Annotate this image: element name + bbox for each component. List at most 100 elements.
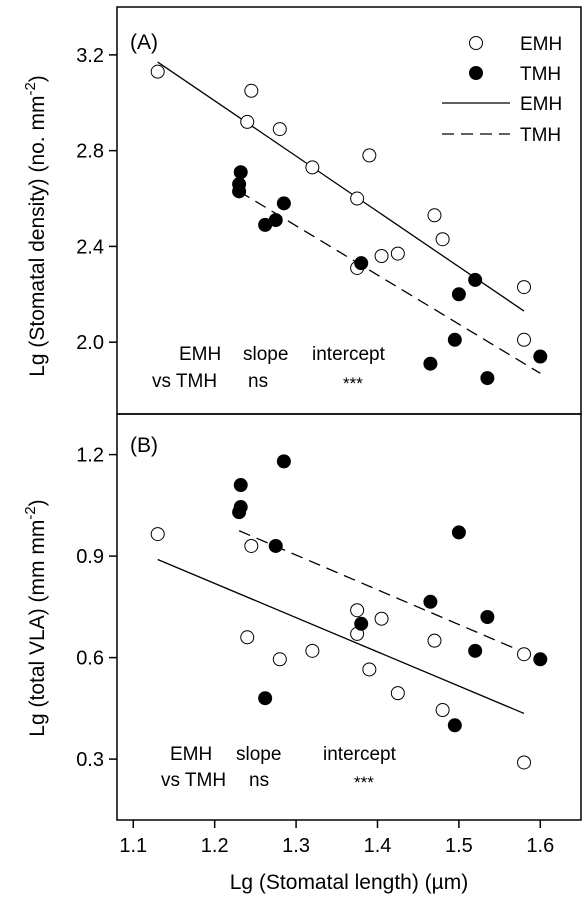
panel-a-label: (A) — [130, 31, 158, 54]
panel-b-emh-point — [374, 611, 389, 626]
legend-emh-line-label: EMH — [520, 94, 562, 115]
x-tick-label: 1.6 — [526, 835, 554, 857]
panel-a-tmh-point — [276, 196, 291, 211]
panel-b-ylabel-main: Lg (total VLA) (mm mm — [26, 520, 49, 737]
panel-b-emh-point — [305, 643, 320, 658]
panel-b-tmh-point — [423, 594, 438, 609]
panel-b-annot-slope-value: ns — [249, 770, 269, 791]
panel-a-y-ticks: 2.0 2.4 2.8 3.2 — [76, 45, 117, 354]
x-tick-label: 1.2 — [201, 835, 229, 857]
panel-b-annot-vs: vs TMH — [161, 770, 226, 791]
panel-b-frame — [116, 413, 582, 821]
panel-b: (B) Lg (total VLA) (mm mm-2) 0.3 0.6 0.9 1.… — [22, 413, 582, 821]
x-tick-label: 1.1 — [119, 835, 147, 857]
panel-b-tmh-fit-line — [238, 530, 541, 660]
panel-a-y-tick-label: 2.0 — [76, 332, 104, 354]
panel-a-tmh-point — [233, 165, 248, 180]
panel-b-fit-lines — [157, 530, 541, 715]
panel-a-annot-group: EMH — [179, 344, 221, 365]
legend-tmh-label: TMH — [520, 64, 561, 85]
panel-a-ylabel-main: Lg (Stomatal density) (no. mm — [26, 96, 49, 377]
panel-a: (A) Lg (Stomatal density) (no. mm-2) 2.0… — [22, 6, 582, 415]
panel-b-y-axis-label: Lg (total VLA) (mm mm-2) — [22, 499, 49, 736]
panel-a-emh-point — [427, 208, 442, 223]
x-tick-label: 1.5 — [445, 835, 473, 857]
panel-a-tmh-point — [533, 349, 548, 364]
panel-b-stats-annotation: EMH slope intercept vs TMH ns *** — [161, 744, 397, 792]
panel-a-y-tick-label: 3.2 — [76, 45, 104, 67]
panel-b-tmh-point — [354, 616, 369, 631]
panel-a-emh-point — [390, 246, 405, 261]
panel-b-tmh-point — [233, 500, 248, 515]
panel-b-emh-point — [244, 538, 259, 553]
panel-a-annot-intercept: intercept — [312, 344, 386, 365]
panel-b-emh-point — [517, 647, 532, 662]
panel-a-tmh-point — [268, 213, 283, 228]
legend: EMH TMH EMH TMH — [442, 34, 562, 146]
legend-tmh-line-label: TMH — [520, 125, 561, 146]
panel-b-y-tick-label: 0.3 — [76, 749, 104, 771]
panel-a-tmh-point — [354, 256, 369, 271]
panel-b-tmh-point — [447, 718, 462, 733]
panel-a-emh-point — [272, 122, 287, 137]
panel-b-annot-intercept: intercept — [323, 744, 397, 765]
panel-a-tmh-point — [451, 287, 466, 302]
panel-a-annot-slope: slope — [243, 344, 288, 365]
panel-b-annot-intercept-value: *** — [354, 773, 374, 792]
panel-a-tmh-point — [447, 332, 462, 347]
x-axis-label: Lg (Stomatal length) (µm) — [230, 871, 469, 894]
legend-emh-marker — [469, 36, 483, 50]
panel-b-emh-point — [350, 603, 365, 618]
x-tick-label: 1.4 — [364, 835, 392, 857]
panel-b-annot-group: EMH — [170, 744, 212, 765]
panel-a-emh-point — [350, 191, 365, 206]
panel-b-y-tick-label: 0.6 — [76, 648, 104, 670]
panel-b-tmh-point — [268, 538, 283, 553]
panel-b-tmh-point — [468, 643, 483, 658]
panel-b-emh-point — [362, 662, 377, 677]
panel-a-emh-point — [305, 160, 320, 175]
panel-a-tmh-point — [480, 371, 495, 386]
panel-a-annot-intercept-value: *** — [343, 374, 363, 393]
panel-b-emh-point — [390, 686, 405, 701]
panel-b-emh-point — [517, 755, 532, 770]
panel-a-emh-point — [240, 114, 255, 129]
panel-a-y-tick-label: 2.4 — [76, 236, 104, 258]
panel-a-points — [150, 64, 548, 386]
x-axis: 1.1 1.2 1.3 1.4 1.5 1.6 — [119, 820, 554, 857]
panel-b-emh-fit-line — [157, 558, 525, 715]
panel-a-annot-vs: vs TMH — [152, 371, 217, 392]
panel-a-emh-point — [517, 332, 532, 347]
panel-a-stats-annotation: EMH slope intercept vs TMH ns *** — [152, 344, 386, 393]
panel-a-emh-point — [435, 232, 450, 247]
panel-a-emh-point — [150, 64, 165, 79]
panel-a-tmh-fit-line — [238, 190, 541, 374]
panel-a-annot-slope-value: ns — [248, 371, 268, 392]
panel-b-y-ticks: 0.3 0.6 0.9 1.2 — [76, 445, 117, 771]
panel-b-emh-point — [272, 652, 287, 667]
panel-b-emh-point — [427, 633, 442, 648]
panel-a-y-tick-label: 2.8 — [76, 141, 104, 163]
panel-b-emh-point — [240, 630, 255, 645]
panel-b-ylabel-close: ) — [26, 499, 49, 506]
panel-b-ylabel-sup: -2 — [22, 506, 39, 519]
panel-b-emh-point — [435, 703, 450, 718]
panel-a-y-axis-label: Lg (Stomatal density) (no. mm-2) — [22, 75, 49, 377]
panel-a-emh-fit-line — [157, 61, 525, 312]
panel-a-emh-point — [374, 248, 389, 263]
x-tick-label: 1.3 — [282, 835, 310, 857]
panel-a-emh-point — [362, 148, 377, 163]
panel-b-tmh-point — [451, 525, 466, 540]
panel-a-ylabel-sup: -2 — [22, 82, 39, 95]
panel-b-tmh-point — [276, 454, 291, 469]
panel-b-points — [150, 454, 548, 770]
panel-b-tmh-point — [533, 652, 548, 667]
panel-a-tmh-point — [232, 184, 247, 199]
panel-a-tmh-point — [468, 272, 483, 287]
panel-b-emh-point — [150, 527, 165, 542]
panel-a-emh-point — [244, 83, 259, 98]
panel-a-fit-lines — [157, 61, 541, 374]
panel-b-label: (B) — [130, 434, 158, 457]
panel-a-tmh-point — [423, 356, 438, 371]
